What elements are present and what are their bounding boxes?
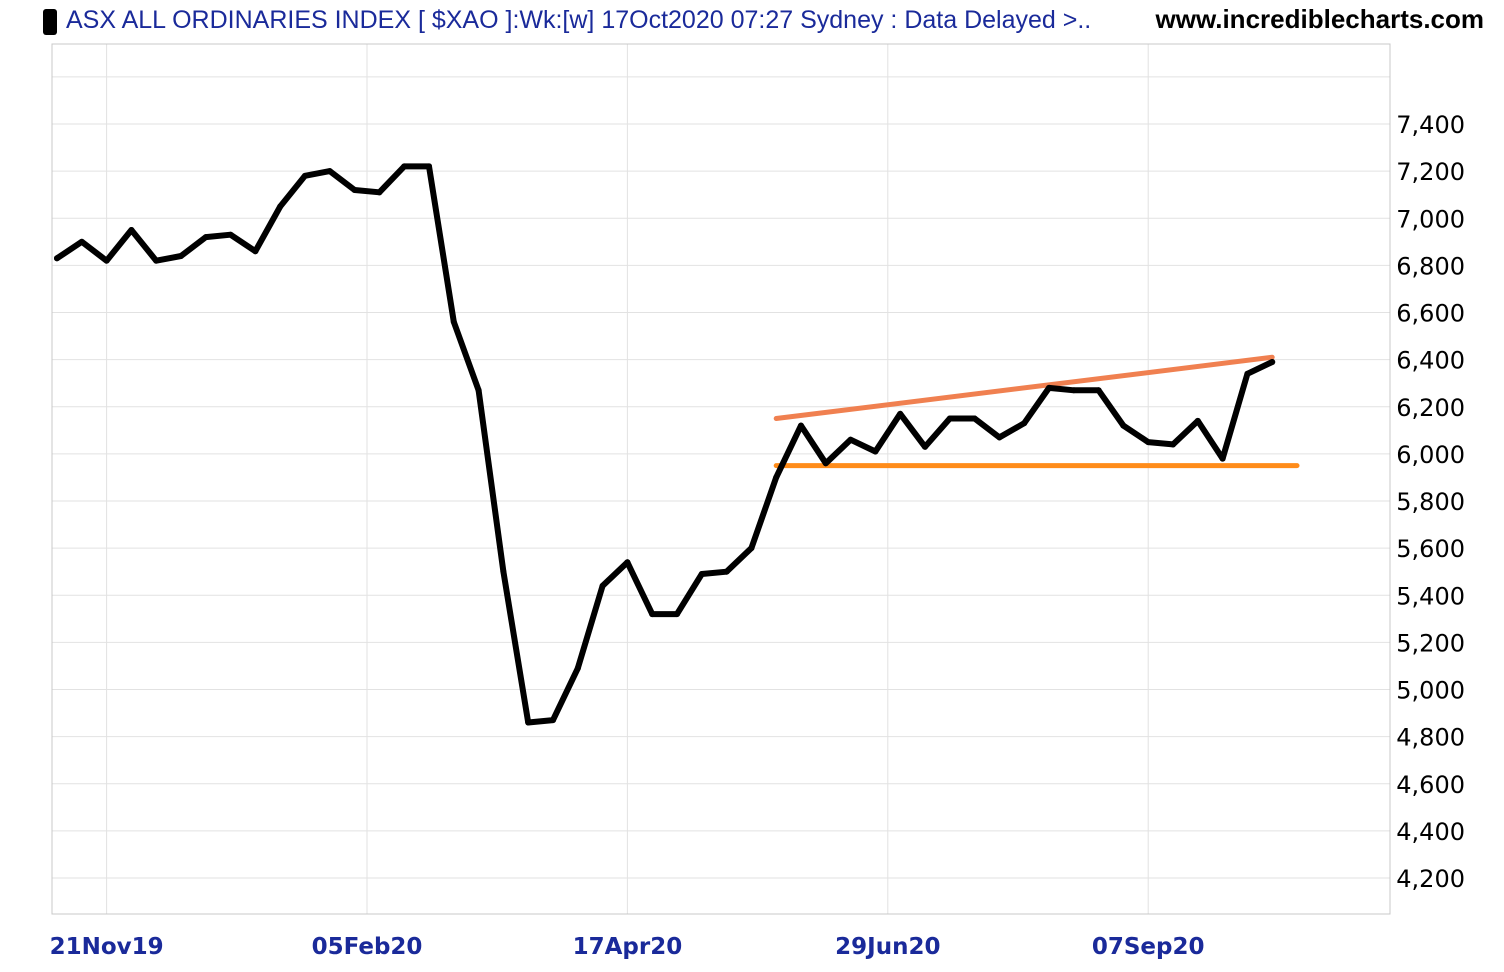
y-tick-label: 6,800 <box>1396 252 1465 280</box>
data-point <box>574 665 581 672</box>
data-point <box>897 410 904 417</box>
plot-frame <box>51 43 1391 915</box>
trendlines <box>773 354 1300 469</box>
data-point <box>450 318 457 325</box>
y-tick-label: 6,200 <box>1396 394 1465 422</box>
data-point <box>748 545 755 552</box>
y-tick-label: 6,600 <box>1396 300 1465 328</box>
data-point <box>1219 455 1226 462</box>
y-tick-label: 5,800 <box>1396 488 1465 516</box>
data-point <box>500 568 507 575</box>
data-point <box>326 168 333 175</box>
data-point <box>798 422 804 429</box>
y-tick-label: 5,000 <box>1396 677 1465 705</box>
data-point <box>178 252 184 259</box>
data-point <box>1170 441 1176 448</box>
data-point <box>401 163 408 170</box>
data-point <box>1095 387 1102 394</box>
data-point <box>773 474 780 481</box>
y-tick-label: 7,200 <box>1396 158 1465 186</box>
data-point <box>847 436 854 443</box>
y-tick-label: 4,800 <box>1396 724 1465 752</box>
chart-header: ASX ALL ORDINARIES INDEX [ $XAO ]:Wk:[w]… <box>0 0 1504 44</box>
data-point <box>302 172 308 179</box>
data-point <box>599 582 606 589</box>
data-point <box>1194 417 1201 424</box>
data-point <box>376 189 383 196</box>
y-tick-label: 6,000 <box>1396 441 1465 469</box>
grid-lines <box>52 44 1390 914</box>
data-point <box>1021 420 1028 427</box>
data-point <box>128 227 135 234</box>
data-point <box>78 238 85 245</box>
data-point <box>1120 422 1127 429</box>
x-tick-label: 05Feb20 <box>312 934 423 960</box>
y-tick-label: 5,600 <box>1396 535 1465 563</box>
data-point <box>698 571 705 578</box>
data-point <box>649 611 656 618</box>
site-link[interactable]: www.incrediblecharts.com <box>1155 4 1484 34</box>
data-point <box>674 611 680 618</box>
data-point <box>351 186 358 193</box>
data-point <box>822 460 829 467</box>
y-tick-label: 4,600 <box>1396 771 1465 799</box>
data-point <box>946 415 953 422</box>
header-marker-icon <box>43 9 57 35</box>
data-point <box>103 257 110 264</box>
x-tick-label: 07Sep20 <box>1092 934 1205 960</box>
y-tick-label: 4,400 <box>1396 818 1465 846</box>
series-layer <box>54 163 1276 726</box>
series-line <box>54 163 1276 726</box>
data-point <box>971 415 978 422</box>
chart-title: ASX ALL ORDINARIES INDEX [ $XAO ]:Wk:[w]… <box>66 6 1092 34</box>
data-point <box>227 231 234 238</box>
y-tick-label: 5,400 <box>1396 582 1465 610</box>
data-point <box>1070 387 1077 394</box>
x-tick-label: 29Jun20 <box>835 934 940 960</box>
data-point <box>202 234 209 241</box>
data-point <box>153 257 160 264</box>
data-point <box>922 443 928 450</box>
upper-trendline <box>773 354 1275 422</box>
data-point <box>1244 370 1251 377</box>
y-tick-label: 7,000 <box>1396 205 1465 233</box>
data-point <box>996 434 1003 441</box>
data-point <box>1269 358 1276 365</box>
data-point <box>1046 384 1052 391</box>
data-point <box>1145 439 1152 446</box>
data-point <box>872 448 879 455</box>
data-point <box>525 719 532 726</box>
x-tick-label: 17Apr20 <box>573 934 683 960</box>
y-axis-labels: 4,200 4,400 4,600 4,800 5,000 5,200 5,400 5,600… <box>1396 111 1465 893</box>
data-point <box>723 568 730 575</box>
data-point <box>277 203 284 210</box>
x-tick-label: 21Nov19 <box>50 934 164 960</box>
y-tick-label: 4,200 <box>1396 865 1465 893</box>
data-point <box>426 163 432 170</box>
y-tick-label: 5,200 <box>1396 629 1465 657</box>
data-point <box>550 717 556 724</box>
data-point <box>624 559 631 566</box>
data-point <box>252 248 259 255</box>
data-point <box>475 387 482 394</box>
data-point <box>54 255 60 262</box>
y-tick-label: 7,400 <box>1396 111 1465 139</box>
y-tick-label: 6,400 <box>1396 347 1465 375</box>
x-axis-labels: 21Nov19 05Feb20 17Apr20 29Jun20 07Sep20 <box>50 934 1205 960</box>
